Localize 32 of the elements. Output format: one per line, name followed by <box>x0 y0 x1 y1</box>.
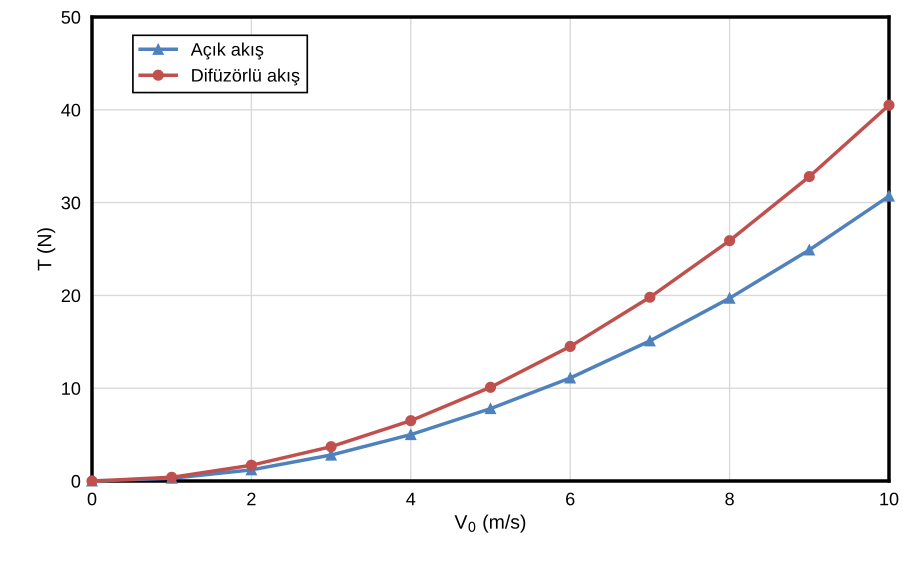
point <box>883 190 895 202</box>
point <box>724 292 736 304</box>
y-tick-label: 10 <box>62 382 80 395</box>
point <box>405 429 416 440</box>
point <box>804 171 815 182</box>
legend-label: Açık akış <box>190 42 264 60</box>
point <box>484 403 496 414</box>
point <box>405 415 416 426</box>
x-tick-label: 10 <box>880 492 898 506</box>
y-tick-label: 30 <box>61 196 80 210</box>
point <box>246 460 257 471</box>
x-tick-label: 0 <box>88 492 96 506</box>
y-tick-label: 40 <box>61 104 80 117</box>
point <box>804 244 815 256</box>
x-tick-label: 2 <box>247 492 256 506</box>
point <box>644 292 656 303</box>
point <box>564 340 576 352</box>
y-tick-label: 50 <box>62 10 80 24</box>
point <box>484 382 496 393</box>
point <box>564 372 576 384</box>
point <box>326 441 337 452</box>
y-tick-label: 0 <box>72 474 80 488</box>
x-axis-title: V$_{0}$ (m/s) <box>454 514 526 533</box>
y-axis-title: T (N) <box>37 228 56 271</box>
y-tick-label: 20 <box>62 289 80 302</box>
point <box>724 235 736 246</box>
point <box>644 335 656 346</box>
legend-label: Difüzörlü akış <box>192 68 300 86</box>
x-tick-label: 4 <box>406 492 416 506</box>
point <box>883 100 895 111</box>
x-tick-label: 6 <box>566 492 574 506</box>
x-tick-label: 8 <box>725 492 734 506</box>
